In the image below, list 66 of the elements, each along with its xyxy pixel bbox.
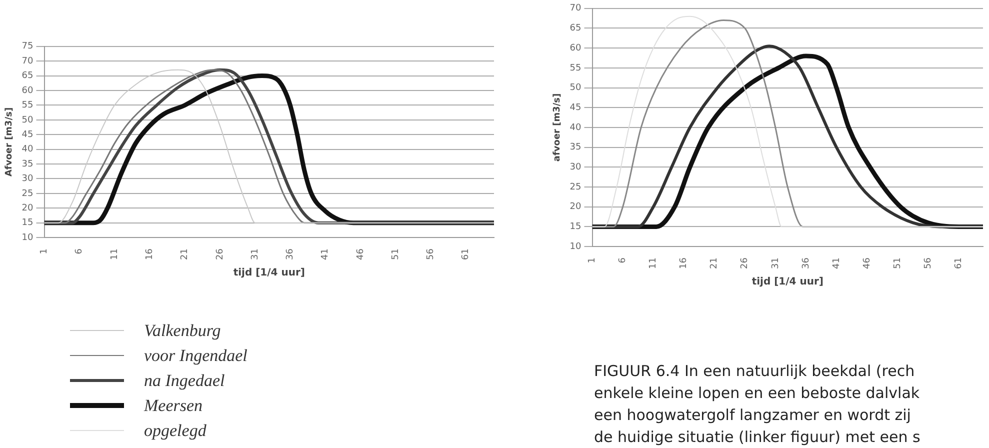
y-tick-label: 60 — [22, 86, 34, 96]
x-tick-label: 11 — [648, 258, 659, 269]
x-tick-label: 11 — [110, 248, 120, 260]
x-tick-label: 6 — [74, 248, 85, 254]
y-axis-title: afvoer [m3/s] — [552, 93, 563, 162]
y-tick-label: 20 — [570, 202, 582, 212]
y-tick-label: 30 — [570, 162, 582, 173]
y-tick-label: 40 — [22, 144, 34, 155]
text: de huidige situatie (linker figuur) met een s — [594, 427, 920, 448]
y-tick-label: 25 — [22, 188, 34, 199]
x-axis-title: tijd [1/4 uur] — [752, 276, 824, 288]
y-tick-label: 75 — [22, 42, 34, 52]
y-tick-label: 30 — [22, 174, 34, 184]
y-tick-label: 55 — [570, 63, 582, 74]
x-tick-label: 26 — [740, 257, 750, 269]
y-tick-label: 15 — [22, 218, 34, 228]
x-tick-label: 36 — [801, 257, 812, 269]
x-tick-label: 41 — [320, 248, 331, 260]
legend-label: Valkenburg — [144, 320, 221, 340]
x-tick-label: 36 — [286, 248, 296, 260]
y-tick-label: 60 — [570, 43, 582, 54]
x-tick-label: 21 — [710, 258, 720, 269]
y-tick-label: 10 — [22, 232, 34, 243]
y-tick-label: 65 — [22, 71, 34, 82]
y-axis-title: Afvoer [m3/s] — [4, 107, 15, 177]
x-tick-label: 41 — [832, 258, 842, 269]
x-tick-label: 26 — [215, 248, 226, 260]
x-tick-label: 51 — [892, 258, 903, 269]
legend-label: opgelegd — [144, 420, 206, 440]
x-tick-label: 31 — [250, 248, 260, 260]
x-tick-label: 1 — [40, 248, 50, 254]
y-tick-label: 55 — [22, 100, 34, 111]
y-tick-label: 45 — [570, 102, 582, 113]
legend-label: voor Ingendael — [144, 346, 248, 366]
x-tick-label: 61 — [461, 248, 472, 260]
x-tick-label: 46 — [356, 248, 366, 260]
x-tick-label: 16 — [679, 257, 690, 269]
legend-label: Meersen — [144, 396, 203, 416]
y-tick-label: 65 — [570, 24, 582, 34]
legend-label: na Ingedael — [144, 370, 225, 390]
y-tick-label: 20 — [22, 203, 34, 214]
y-tick-label: 10 — [570, 242, 582, 252]
y-tick-label: 35 — [570, 142, 582, 153]
text: een hoogwatergolf langzamer en wordt zij — [594, 405, 912, 426]
y-tick-label: 50 — [22, 115, 34, 126]
x-tick-label: 31 — [770, 258, 781, 269]
x-tick-label: 56 — [426, 248, 436, 260]
x-tick-label: 56 — [923, 257, 934, 269]
y-tick-label: 40 — [570, 122, 582, 133]
x-tick-label: 6 — [618, 257, 628, 264]
x-tick-label: 51 — [390, 248, 401, 260]
x-tick-label: 16 — [145, 248, 156, 260]
x-tick-label: 21 — [180, 248, 190, 260]
text: enkele kleine lopen en een beboste dalvlak — [594, 383, 920, 404]
y-tick-label: 25 — [570, 182, 582, 192]
text: FIGUUR 6.4 In een natuurlijk beekdal (rech — [594, 361, 916, 382]
y-tick-label: 50 — [570, 83, 582, 94]
x-tick-label: 61 — [954, 258, 964, 269]
y-tick-label: 35 — [22, 159, 34, 170]
y-tick-label: 70 — [570, 4, 582, 14]
x-axis-title: tijd [1/4 uur] — [233, 268, 305, 279]
y-tick-label: 70 — [22, 56, 34, 66]
y-tick-label: 15 — [570, 222, 582, 232]
x-tick-label: 46 — [862, 257, 872, 269]
y-tick-label: 45 — [22, 130, 34, 140]
x-tick-label: 1 — [588, 258, 598, 264]
